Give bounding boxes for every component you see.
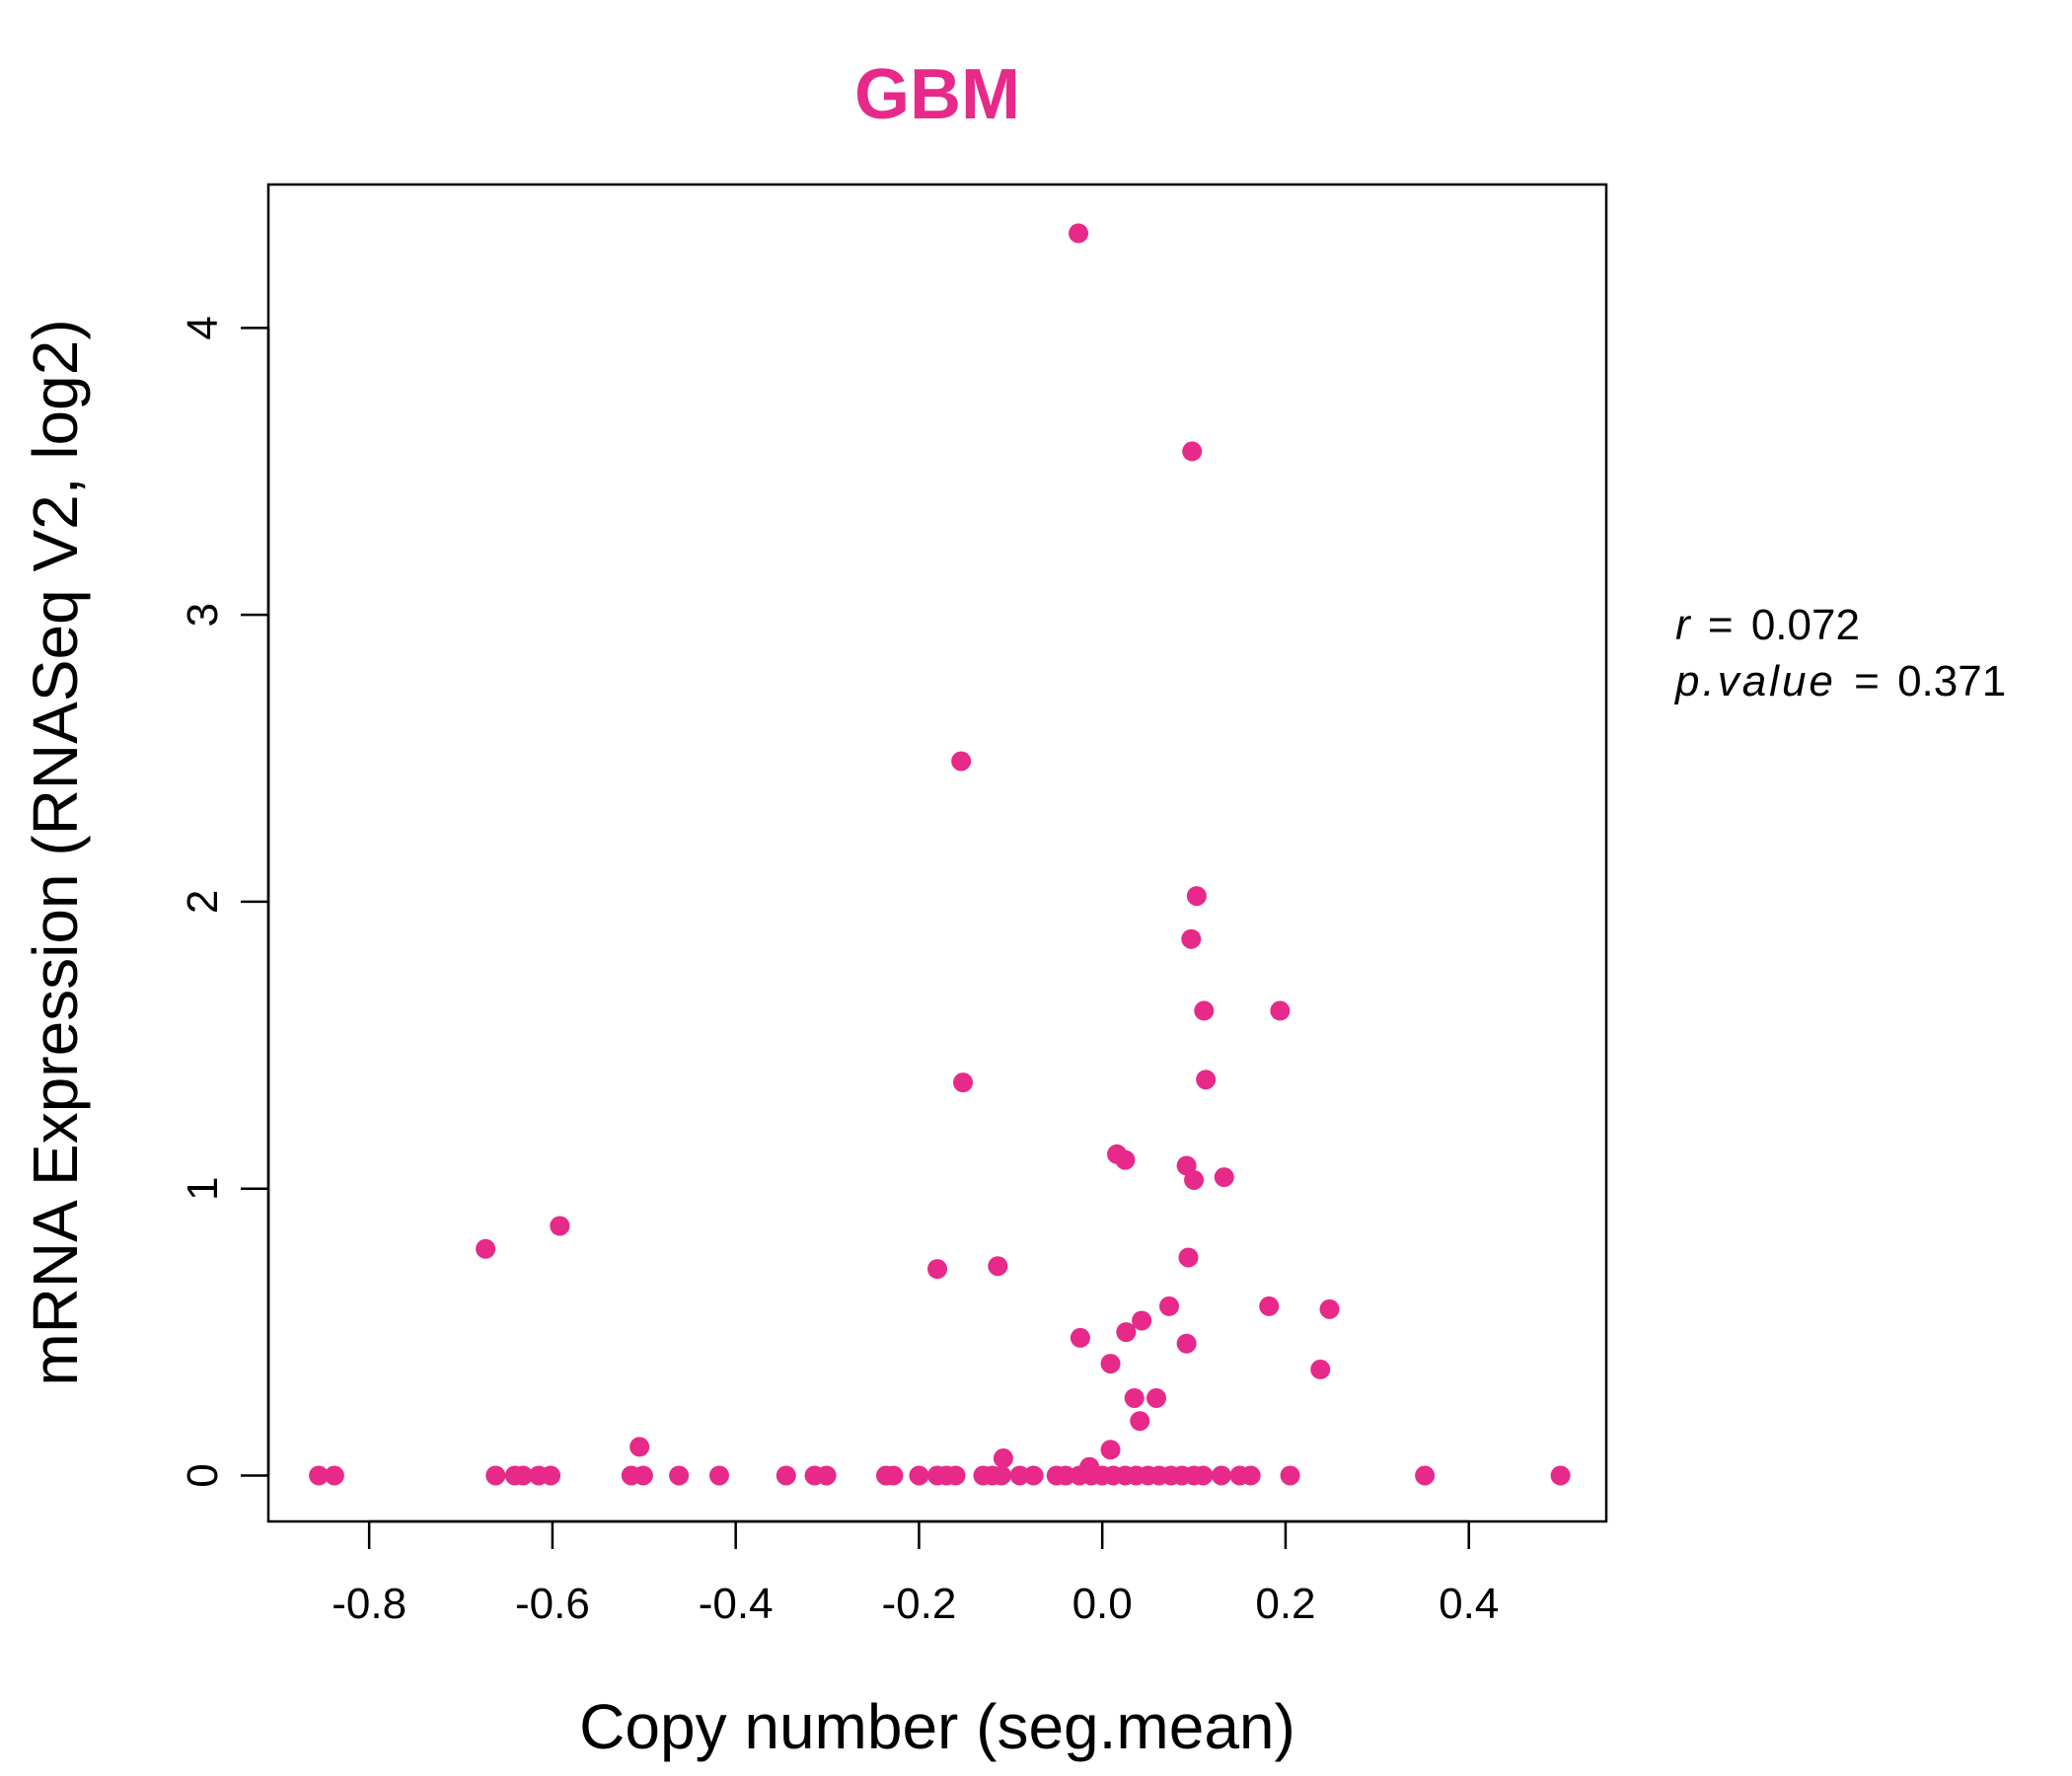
y-tick-label: 3 bbox=[179, 603, 227, 627]
x-axis-label: Copy number (seg.mean) bbox=[579, 1691, 1295, 1762]
data-point bbox=[988, 1256, 1008, 1277]
data-point bbox=[1270, 1000, 1291, 1021]
data-point bbox=[951, 751, 972, 772]
data-point bbox=[1116, 1322, 1137, 1343]
y-axis: 0 1 2 3 4 bbox=[179, 316, 270, 1488]
r-equals: = bbox=[1708, 601, 1734, 649]
data-point bbox=[1069, 223, 1089, 244]
data-point bbox=[992, 1465, 1012, 1486]
p-label: p.value bbox=[1673, 657, 1836, 705]
p-value: 0.371 bbox=[1897, 657, 2006, 705]
data-point bbox=[1214, 1167, 1234, 1188]
x-tick-label: -0.4 bbox=[699, 1580, 774, 1628]
data-point bbox=[909, 1465, 929, 1486]
y-tick-label: 1 bbox=[179, 1176, 227, 1200]
data-point bbox=[1193, 1465, 1214, 1486]
data-point bbox=[1415, 1465, 1436, 1486]
data-point bbox=[1280, 1465, 1300, 1486]
r-annotation: r = 0.072 bbox=[1675, 601, 1860, 649]
data-point bbox=[513, 1465, 534, 1486]
data-point bbox=[1115, 1149, 1136, 1170]
data-point bbox=[1023, 1465, 1044, 1486]
y-tick-label: 4 bbox=[179, 316, 227, 339]
data-point bbox=[1009, 1465, 1030, 1486]
correlation-annotation: r = 0.072 p.value = 0.371 bbox=[1673, 601, 2006, 705]
data-point bbox=[1182, 441, 1203, 462]
data-point bbox=[708, 1465, 729, 1486]
x-tick-label: 0.0 bbox=[1073, 1580, 1133, 1628]
data-point bbox=[1259, 1295, 1280, 1316]
data-point bbox=[993, 1448, 1013, 1469]
data-point bbox=[953, 1073, 974, 1093]
y-tick-label: 2 bbox=[179, 890, 227, 914]
data-point bbox=[1146, 1387, 1166, 1408]
x-tick-label: 0.4 bbox=[1439, 1580, 1499, 1628]
r-value: 0.072 bbox=[1751, 601, 1860, 649]
data-point bbox=[776, 1465, 796, 1486]
data-point bbox=[1196, 1070, 1217, 1090]
data-point bbox=[476, 1238, 496, 1259]
x-tick-label: -0.6 bbox=[515, 1580, 590, 1628]
data-point bbox=[1100, 1440, 1121, 1460]
data-point bbox=[1070, 1327, 1090, 1348]
y-tick-label: 0 bbox=[179, 1463, 227, 1487]
data-point bbox=[309, 1465, 330, 1486]
data-point bbox=[1319, 1298, 1340, 1319]
data-point bbox=[324, 1465, 344, 1486]
data-point bbox=[669, 1465, 690, 1486]
data-point bbox=[485, 1465, 506, 1486]
data-point bbox=[945, 1465, 966, 1486]
y-axis-label: mRNA Expression (RNASeq V2, log2) bbox=[20, 319, 91, 1385]
p-annotation: p.value = 0.371 bbox=[1673, 657, 2006, 705]
data-point bbox=[550, 1216, 570, 1236]
plot-frame bbox=[266, 183, 1608, 1523]
data-point bbox=[1130, 1411, 1150, 1432]
data-point bbox=[1181, 928, 1202, 949]
data-point bbox=[1211, 1465, 1231, 1486]
data-point bbox=[629, 1437, 650, 1457]
data-point bbox=[1132, 1310, 1152, 1331]
data-points bbox=[309, 223, 1571, 1486]
data-point bbox=[1184, 1169, 1205, 1190]
data-point bbox=[1194, 1000, 1215, 1021]
x-tick-label: -0.2 bbox=[882, 1580, 957, 1628]
x-tick-label: -0.8 bbox=[332, 1580, 407, 1628]
data-point bbox=[1550, 1465, 1571, 1486]
data-point bbox=[541, 1465, 561, 1486]
data-point bbox=[1124, 1387, 1145, 1408]
data-point bbox=[632, 1465, 653, 1486]
data-point bbox=[1310, 1359, 1331, 1379]
r-label: r bbox=[1675, 601, 1692, 649]
data-point bbox=[816, 1465, 837, 1486]
x-tick-label: 0.2 bbox=[1255, 1580, 1315, 1628]
data-point bbox=[1056, 1465, 1076, 1486]
data-point bbox=[1240, 1465, 1261, 1486]
data-point bbox=[1158, 1295, 1179, 1316]
data-point bbox=[927, 1259, 947, 1280]
p-equals: = bbox=[1854, 657, 1880, 705]
x-axis: -0.8 -0.6 -0.4 -0.2 0.0 0.2 0.4 bbox=[332, 1519, 1499, 1628]
chart-title: GBM bbox=[854, 55, 1020, 134]
data-point bbox=[1176, 1333, 1197, 1354]
data-point bbox=[1186, 886, 1207, 907]
data-point bbox=[1100, 1354, 1121, 1374]
data-point bbox=[883, 1465, 904, 1486]
data-point bbox=[1178, 1247, 1199, 1268]
data-point bbox=[1079, 1456, 1100, 1477]
